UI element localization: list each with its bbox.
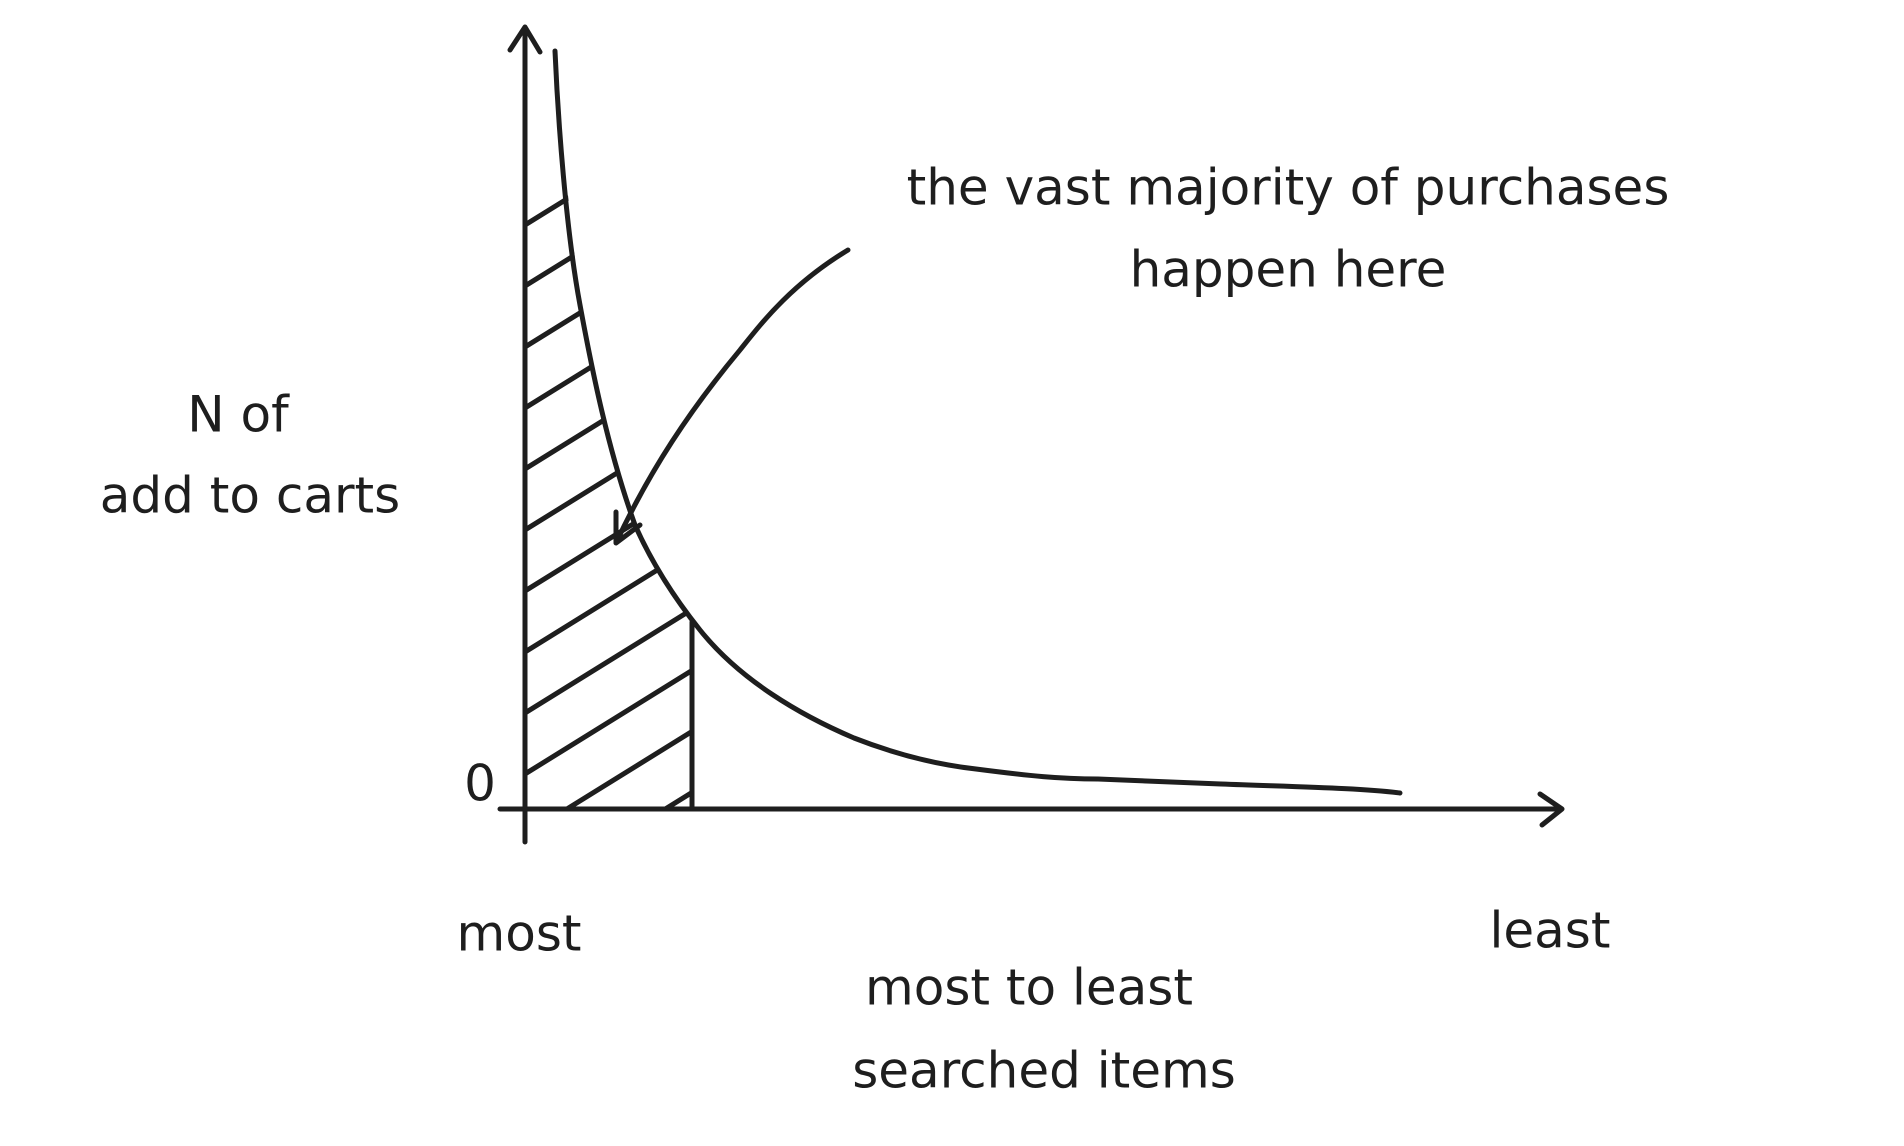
hatch-line: [525, 663, 692, 777]
x-axis-label: searched items: [852, 1042, 1236, 1100]
hatch-line: [525, 175, 692, 289]
hatch-line: [525, 297, 692, 411]
hatch-line: [525, 602, 692, 716]
y-axis: [507, 24, 543, 845]
x-end-label: least: [1490, 902, 1611, 960]
x-start-label: most: [457, 905, 582, 963]
distribution-curve: [552, 48, 1403, 796]
hatch-line: [525, 724, 692, 809]
x-axis-label: most to least: [865, 959, 1193, 1017]
annotation-arrow: [613, 247, 851, 546]
hatch-line: [525, 480, 692, 594]
annotation-text: happen here: [1130, 241, 1447, 299]
hatch-line: [525, 236, 692, 350]
y-axis-label: add to carts: [100, 467, 400, 525]
origin-label: 0: [464, 755, 496, 813]
annotation-text: the vast majority of purchases: [907, 159, 1670, 217]
shaded-region: [525, 114, 692, 809]
y-axis-label: N of: [187, 386, 290, 444]
hatch-line: [525, 785, 692, 809]
hatch-line: [525, 114, 692, 228]
x-axis: [497, 791, 1565, 828]
